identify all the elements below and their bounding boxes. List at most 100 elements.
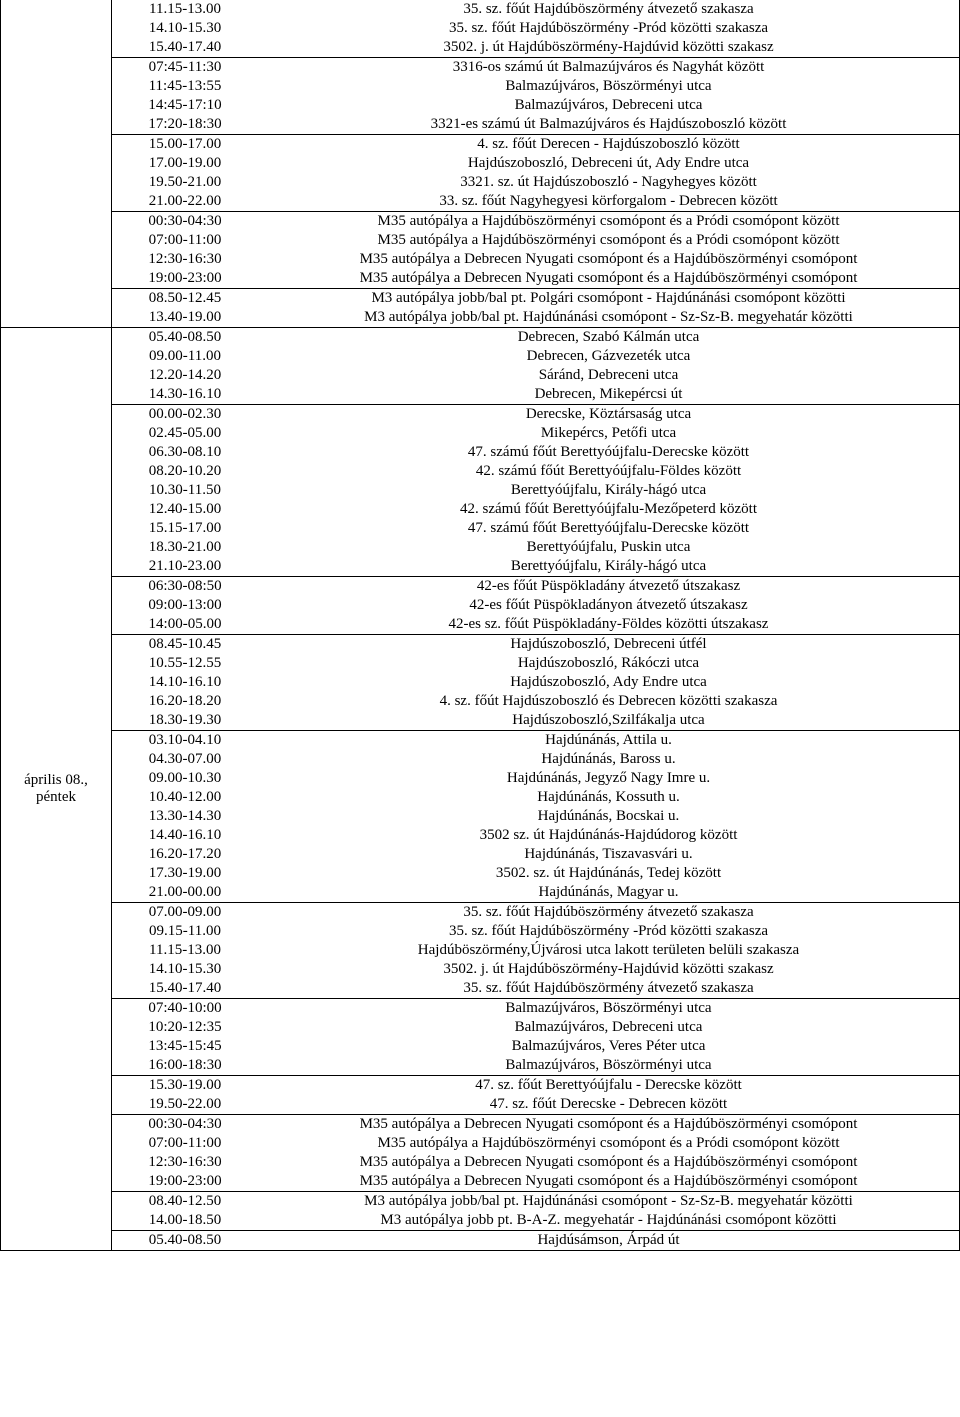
time-cell: 16.20-18.20 [112,692,258,711]
time-cell: 07:00-11:00 [112,231,258,250]
block-inner-table: 00:30-04:30M35 autópálya a Hajdúböszörmé… [112,212,959,288]
location-cell: Hajdúnánás, Baross u. [258,750,959,769]
time-cell: 11.15-13.00 [112,0,258,19]
schedule-block: 11.15-13.0035. sz. főút Hajdúböszörmény … [112,0,960,58]
block-inner-table: 00.00-02.30Derecske, Köztársaság utca02.… [112,405,959,576]
table-row: 14:00-05.0042-es sz. főút Püspökladány-F… [112,615,959,634]
block-inner-table: 15.00-17.004. sz. főút Derecen - Hajdúsz… [112,135,959,211]
time-cell: 15.40-17.40 [112,979,258,998]
time-cell: 02.45-05.00 [112,424,258,443]
time-cell: 14.30-16.10 [112,385,258,404]
table-row: 00:30-04:30M35 autópálya a Hajdúböszörmé… [112,212,959,231]
outer-row: 15.30-19.0047. sz. főút Berettyóújfalu -… [1,1076,960,1115]
table-row: 14.30-16.10Debrecen, Mikepércsi út [112,385,959,404]
block-inner-table: 08.45-10.45Hajdúszoboszló, Debreceni útf… [112,635,959,730]
outer-row: 05.40-08.50Hajdúsámson, Árpád út [1,1231,960,1251]
location-cell: 42-es sz. főút Püspökladány-Földes közöt… [258,615,959,634]
table-row: 07:00-11:00M35 autópálya a Hajdúböszörmé… [112,1134,959,1153]
table-row: 08.20-10.2042. számú főút Berettyóújfalu… [112,462,959,481]
location-cell: Berettyóújfalu, Puskin utca [258,538,959,557]
table-row: 17.00-19.00Hajdúszoboszló, Debreceni út,… [112,154,959,173]
location-cell: M35 autópálya a Hajdúböszörményi csomópo… [258,1134,959,1153]
block-inner-table: 05.40-08.50Hajdúsámson, Árpád út [112,1231,959,1250]
outer-row: 08.50-12.45M3 autópálya jobb/bal pt. Pol… [1,289,960,328]
schedule-block: 00:30-04:30M35 autópálya a Debrecen Nyug… [112,1115,960,1192]
table-row: 11.15-13.00Hajdúböszörmény,Újvárosi utca… [112,941,959,960]
time-cell: 13:45-15:45 [112,1037,258,1056]
block-inner-table: 07:40-10:00Balmazújváros, Böszörményi ut… [112,999,959,1075]
location-cell: M35 autópálya a Debrecen Nyugati csomópo… [258,269,959,288]
location-cell: M35 autópálya a Debrecen Nyugati csomópo… [258,1115,959,1134]
time-cell: 06:30-08:50 [112,577,258,596]
location-cell: Balmazújváros, Böszörményi utca [258,999,959,1018]
table-row: 14.10-15.3035. sz. főút Hajdúböszörmény … [112,19,959,38]
time-cell: 21.00-22.00 [112,192,258,211]
time-cell: 05.40-08.50 [112,328,258,347]
table-row: 00.00-02.30Derecske, Köztársaság utca [112,405,959,424]
location-cell: Hajdúnánás, Magyar u. [258,883,959,902]
table-row: 18.30-21.00Berettyóújfalu, Puskin utca [112,538,959,557]
time-cell: 19:00-23:00 [112,269,258,288]
location-cell: 42. számú főút Berettyóújfalu-Mezőpeterd… [258,500,959,519]
time-cell: 10.40-12.00 [112,788,258,807]
location-cell: Hajdúnánás, Attila u. [258,731,959,750]
location-cell: 3321-es számú út Balmazújváros és Hajdús… [258,115,959,134]
time-cell: 17:20-18:30 [112,115,258,134]
time-cell: 00:30-04:30 [112,212,258,231]
outer-row: 07:45-11:303316-os számú út Balmazújváro… [1,58,960,135]
table-row: 12:30-16:30M35 autópálya a Debrecen Nyug… [112,1153,959,1172]
time-cell: 12.40-15.00 [112,500,258,519]
location-cell: M35 autópálya a Hajdúböszörményi csomópo… [258,212,959,231]
location-cell: Debrecen, Szabó Kálmán utca [258,328,959,347]
location-cell: Hajdúnánás, Kossuth u. [258,788,959,807]
table-row: 14.40-16.103502 sz. út Hajdúnánás-Hajdúd… [112,826,959,845]
block-inner-table: 07.00-09.0035. sz. főút Hajdúböszörmény … [112,903,959,998]
location-cell: Balmazújváros, Debreceni utca [258,96,959,115]
schedule-block: 07.00-09.0035. sz. főút Hajdúböszörmény … [112,903,960,999]
time-cell: 21.00-00.00 [112,883,258,902]
location-cell: Hajdúnánás, Bocskai u. [258,807,959,826]
outer-row: 07.00-09.0035. sz. főút Hajdúböszörmény … [1,903,960,999]
time-cell: 09.00-10.30 [112,769,258,788]
time-cell: 07.00-09.00 [112,903,258,922]
time-cell: 09.15-11.00 [112,922,258,941]
location-cell: Mikepércs, Petőfi utca [258,424,959,443]
table-row: 19.50-22.0047. sz. főút Derecske - Debre… [112,1095,959,1114]
schedule-block: 08.45-10.45Hajdúszoboszló, Debreceni útf… [112,635,960,731]
location-cell: M3 autópálya jobb pt. B-A-Z. megyehatár … [258,1211,959,1230]
table-row: 16:00-18:30Balmazújváros, Böszörményi ut… [112,1056,959,1075]
table-row: 12.40-15.0042. számú főút Berettyóújfalu… [112,500,959,519]
time-cell: 10.30-11.50 [112,481,258,500]
date-cell-top [1,0,112,328]
table-row: 12:30-16:30M35 autópálya a Debrecen Nyug… [112,250,959,269]
table-row: 17.30-19.003502. sz. út Hajdúnánás, Tede… [112,864,959,883]
time-cell: 14:45-17:10 [112,96,258,115]
location-cell: Hajdúszoboszló,Szilfákalja utca [258,711,959,730]
location-cell: 3502. sz. út Hajdúnánás, Tedej között [258,864,959,883]
time-cell: 19.50-22.00 [112,1095,258,1114]
time-cell: 13.40-19.00 [112,308,258,327]
location-cell: 4. sz. főút Derecen - Hajdúszoboszló köz… [258,135,959,154]
time-cell: 05.40-08.50 [112,1231,258,1250]
table-row: 10.55-12.55Hajdúszoboszló, Rákóczi utca [112,654,959,673]
time-cell: 19.50-21.00 [112,173,258,192]
table-row: 14:45-17:10Balmazújváros, Debreceni utca [112,96,959,115]
location-cell: Berettyóújfalu, Király-hágó utca [258,481,959,500]
location-cell: Hajdúsámson, Árpád út [258,1231,959,1250]
location-cell: Sáránd, Debreceni utca [258,366,959,385]
location-cell: Debrecen, Mikepércsi út [258,385,959,404]
time-cell: 15.15-17.00 [112,519,258,538]
time-cell: 18.30-21.00 [112,538,258,557]
time-cell: 21.10-23.00 [112,557,258,576]
time-cell: 10:20-12:35 [112,1018,258,1037]
location-cell: 3321. sz. út Hajdúszoboszló - Nagyhegyes… [258,173,959,192]
schedule-block: 00:30-04:30M35 autópálya a Hajdúböszörmé… [112,212,960,289]
schedule-block: 00.00-02.30Derecske, Köztársaság utca02.… [112,405,960,577]
table-row: 05.40-08.50Debrecen, Szabó Kálmán utca [112,328,959,347]
location-cell: Hajdúszoboszló, Rákóczi utca [258,654,959,673]
location-cell: Balmazújváros, Veres Péter utca [258,1037,959,1056]
time-cell: 14:00-05.00 [112,615,258,634]
table-row: 09.00-11.00Debrecen, Gázvezeték utca [112,347,959,366]
block-inner-table: 07:45-11:303316-os számú út Balmazújváro… [112,58,959,134]
table-row: 10.30-11.50Berettyóújfalu, Király-hágó u… [112,481,959,500]
